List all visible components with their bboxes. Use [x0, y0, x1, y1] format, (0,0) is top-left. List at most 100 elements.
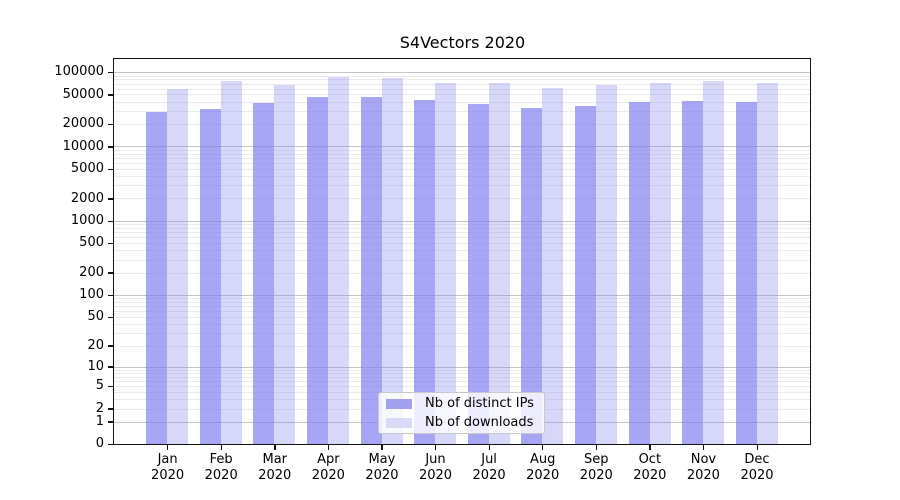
x-tick-mark [595, 444, 598, 450]
minor-gridline [114, 250, 810, 252]
minor-gridline [114, 162, 810, 164]
x-tick-month: Mar [262, 452, 288, 467]
bar-downloads [756, 83, 778, 444]
y-tick-label: 1000 [70, 213, 104, 229]
x-tick-mark [542, 444, 544, 450]
y-tick-label: 200 [79, 264, 104, 280]
bar-distinct-ips [467, 103, 489, 444]
x-tick-label: Jan 2020 [136, 452, 200, 483]
chart-title: S4Vectors 2020 [399, 33, 526, 52]
bar-distinct-ips [628, 102, 650, 444]
x-tick-mark [435, 444, 437, 450]
y-tick-label: 5 [95, 378, 104, 394]
bar-distinct-ips [682, 101, 704, 444]
major-gridline [114, 146, 810, 148]
bar-distinct-ips [735, 101, 757, 444]
bar-downloads [488, 82, 510, 444]
minor-gridline [114, 232, 810, 234]
y-tick-mark [108, 242, 113, 245]
x-tick-mark [702, 444, 705, 450]
x-tick-year: 2020 [526, 467, 560, 483]
minor-gridline [114, 75, 810, 77]
major-gridline [114, 72, 810, 74]
bar-downloads [328, 77, 350, 444]
legend-swatch [386, 417, 412, 428]
x-tick-label: Dec 2020 [725, 452, 789, 483]
x-tick-label: Aug 2020 [511, 452, 575, 483]
legend-item-label: Nb of distinct IPs [425, 396, 534, 411]
major-gridline [114, 366, 810, 368]
x-tick-month: May [368, 452, 396, 467]
x-tick-month: Aug [529, 452, 556, 467]
minor-gridline [114, 259, 810, 261]
bar-downloads [649, 82, 671, 444]
major-gridline [114, 294, 810, 296]
minor-gridline [114, 157, 810, 159]
bar-distinct-ips [414, 100, 436, 444]
legend-item: Nb of distinct IPs [386, 396, 536, 411]
y-tick-mark [108, 220, 113, 222]
y-tick-mark [108, 385, 113, 388]
y-tick-mark [108, 408, 113, 410]
minor-gridline [114, 198, 810, 200]
minor-gridline [114, 224, 810, 226]
x-tick-label: May 2020 [350, 452, 414, 483]
x-tick-year: 2020 [740, 467, 774, 483]
major-gridline [114, 220, 810, 222]
y-tick-mark [108, 345, 113, 347]
y-tick-mark [108, 123, 113, 126]
y-tick-mark [108, 443, 113, 446]
legend-item-label: Nb of downloads [425, 415, 534, 430]
bar-downloads [220, 80, 242, 444]
minor-gridline [114, 101, 810, 103]
minor-gridline [114, 333, 810, 335]
x-tick-year: 2020 [633, 467, 667, 483]
minor-gridline [114, 124, 810, 126]
x-tick-mark [220, 444, 222, 450]
bar-distinct-ips [307, 96, 329, 444]
minor-gridline [114, 185, 810, 187]
x-tick-month: Jul [481, 452, 497, 467]
x-tick-label: Oct 2020 [618, 452, 682, 483]
x-tick-year: 2020 [311, 467, 345, 483]
x-tick-label: Nov 2020 [671, 452, 735, 483]
y-tick-label: 500 [79, 235, 104, 251]
y-tick-mark [108, 94, 113, 96]
minor-gridline [114, 83, 810, 85]
x-tick-label: Feb 2020 [189, 452, 253, 483]
bar-downloads [381, 77, 403, 444]
x-tick-mark [649, 444, 651, 450]
minor-gridline [114, 369, 810, 371]
y-tick-label: 1 [95, 413, 104, 429]
x-tick-year: 2020 [579, 467, 613, 483]
bar-downloads [274, 84, 296, 444]
x-tick-year: 2020 [472, 467, 506, 483]
minor-gridline [114, 316, 810, 318]
bar-distinct-ips [199, 108, 221, 444]
bar-downloads [542, 87, 564, 444]
x-tick-year: 2020 [686, 467, 720, 483]
minor-gridline [114, 110, 810, 112]
x-tick-year: 2020 [365, 467, 399, 483]
y-tick-label: 2 [95, 400, 104, 416]
minor-gridline [114, 153, 810, 155]
y-tick-mark [108, 71, 113, 74]
y-tick-label: 20000 [62, 116, 104, 132]
x-tick-month: Oct [638, 452, 662, 467]
bar-distinct-ips [521, 107, 543, 444]
x-tick-mark [327, 444, 330, 450]
x-tick-month: Jan [157, 452, 178, 467]
legend-swatch [386, 398, 412, 409]
y-tick-mark [108, 198, 113, 200]
x-tick-label: Sep 2020 [564, 452, 628, 483]
legend: Nb of distinct IPs Nb of downloads [378, 392, 545, 434]
x-tick-month: Nov [690, 452, 717, 467]
minor-gridline [114, 237, 810, 239]
y-tick-mark [108, 146, 113, 148]
bar-distinct-ips [253, 102, 275, 444]
y-tick-mark [108, 272, 113, 274]
x-tick-mark [381, 444, 383, 450]
y-tick-label: 5000 [70, 161, 104, 177]
x-tick-mark [488, 444, 490, 450]
